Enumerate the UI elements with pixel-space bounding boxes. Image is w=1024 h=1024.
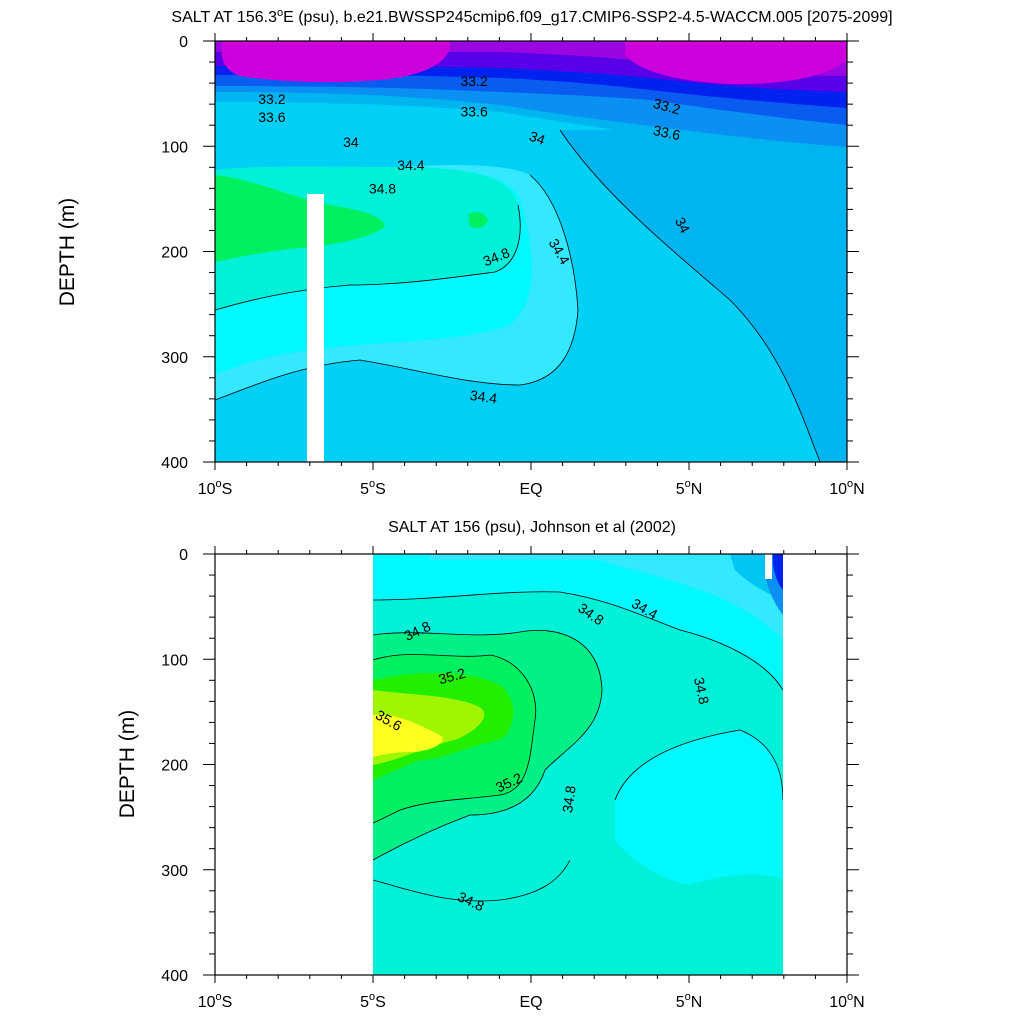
- panel1-title: SALT AT 156.3oE (psu), b.e21.BWSSP245cmi…: [171, 7, 892, 26]
- contour-label: 34: [527, 128, 547, 148]
- panel2-ylabel: DEPTH (m): [116, 710, 139, 819]
- y-tick-label: 200: [161, 245, 188, 262]
- contour-label: 34.8: [559, 784, 579, 813]
- contour-label: 33.6: [258, 109, 285, 125]
- panel2-fill-34-4-top: [430, 554, 783, 640]
- y-tick-label: 0: [179, 34, 188, 51]
- x-tick-label: EQ: [519, 994, 542, 1011]
- x-tick-label: 5oN: [676, 991, 703, 1011]
- panel2-axes: 10oS 5oS EQ 5oN 10oN 0 100 200 300 400: [161, 546, 865, 1011]
- panel1-axes: 10oS 5oS EQ 5oN 10oN 0 100 200 300 400: [161, 33, 865, 498]
- panel1-title-rest: E (psu), b.e21.BWSSP245cmip6.f09_g17.CMI…: [283, 9, 892, 26]
- panel2-fill-33-2-corner: [773, 554, 783, 590]
- panel1-fill-35-0: [215, 175, 385, 262]
- contour-label: 34.4: [469, 387, 498, 407]
- contour-label: 34.4: [397, 157, 424, 173]
- contour-label: 34: [343, 134, 359, 150]
- y-tick-label: 400: [161, 455, 188, 472]
- panel-model: SALT AT 156.3oE (psu), b.e21.BWSSP245cmi…: [56, 7, 893, 498]
- x-tick-label: 10oN: [829, 991, 864, 1011]
- x-tick-label: 5oS: [360, 991, 386, 1011]
- y-tick-label: 100: [161, 139, 188, 156]
- panel2-contour-34-8-deep: [373, 859, 571, 902]
- contour-label: 33.6: [460, 104, 487, 120]
- panel2-contour-35-0: [373, 629, 603, 861]
- y-tick-label: 300: [161, 350, 188, 367]
- contour-label: 33.2: [460, 73, 487, 89]
- panel2-title: SALT AT 156 (psu), Johnson et al (2002): [388, 519, 676, 536]
- y-tick-label: 200: [161, 758, 188, 775]
- panel1-fill-35-0-blob: [468, 212, 488, 228]
- x-tick-label: 10oS: [198, 991, 233, 1011]
- panel1-fill-32-8-right: [625, 41, 847, 85]
- panel2-fill-35-8: [373, 714, 443, 757]
- contour-label: 34.8: [369, 180, 396, 196]
- x-tick-label: EQ: [519, 481, 542, 498]
- panel1-fill-32-8-left: [221, 41, 451, 83]
- panel1-contour-34-4: [215, 174, 579, 401]
- panel1-contour-34-0: [559, 129, 821, 462]
- panel1-title-degree: o: [277, 7, 283, 19]
- panel1-missing-data-strip: [307, 194, 324, 462]
- contour-label: 33.2: [258, 91, 285, 107]
- panel2-fill-34-6: [615, 730, 783, 885]
- panel-observed: SALT AT 156 (psu), Johnson et al (2002) …: [116, 519, 865, 1011]
- y-tick-label: 300: [161, 863, 188, 880]
- panel2-contour-34-8-left: [373, 591, 783, 691]
- panel1-plot-area: [215, 41, 847, 462]
- panel2-missing-data-notch: [765, 554, 772, 579]
- panel1-contour-labels: 33.233.233.233.6 33.633.634 343434.434.434…: [258, 73, 693, 407]
- y-tick-label: 0: [179, 547, 188, 564]
- contour-label: 34.8: [691, 676, 712, 706]
- panel1-title-main: SALT AT 156.3: [171, 9, 277, 26]
- contour-label: 34: [672, 215, 694, 236]
- x-tick-label: 5oN: [676, 478, 703, 498]
- x-tick-label: 5oS: [360, 478, 386, 498]
- contour-label: 33.6: [652, 122, 682, 143]
- panel2-contour-34-6: [614, 729, 783, 801]
- panel2-contour-35-2: [373, 654, 537, 824]
- contour-label: 35.2: [437, 665, 468, 688]
- y-tick-label: 400: [161, 968, 188, 985]
- panel2-plot-area: [373, 554, 783, 975]
- y-tick-label: 100: [161, 652, 188, 669]
- panel1-ylabel: DEPTH (m): [56, 198, 79, 307]
- panel1-contour-34-8: [215, 204, 521, 311]
- x-tick-label: 10oS: [198, 478, 233, 498]
- contour-label: 33.2: [652, 95, 683, 118]
- x-tick-label: 10oN: [829, 478, 864, 498]
- panel2-fill-34-6-top: [373, 554, 783, 690]
